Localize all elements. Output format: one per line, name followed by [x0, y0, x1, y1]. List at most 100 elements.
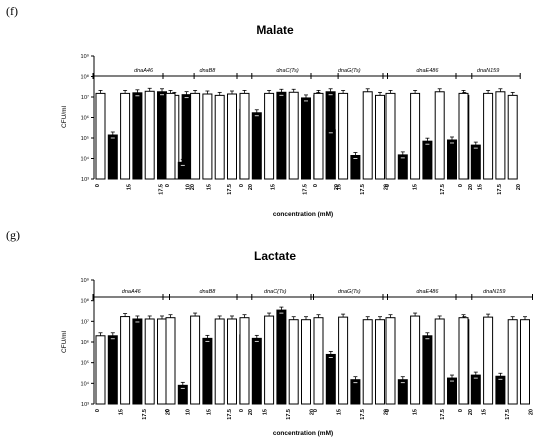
x-tick-label: 20 — [166, 409, 172, 415]
panel-letter-g: (g) — [6, 228, 20, 242]
x-tick-label: 20 — [248, 184, 254, 190]
strain-label: dnaB8 — [199, 289, 216, 295]
bar — [375, 319, 385, 405]
y-axis-label: CFU/ml — [61, 330, 68, 353]
bar — [470, 374, 481, 405]
bar — [362, 91, 373, 180]
bar — [202, 93, 213, 180]
x-tick-label: 15 — [413, 409, 419, 415]
x-tick-label: 20 — [334, 184, 340, 190]
bar — [214, 318, 225, 405]
x-tick-label: 20 — [468, 184, 474, 190]
bar-group-dnaC(Ts): dnaC(Ts) 0 15 17.5 20 — [236, 289, 316, 420]
bar — [470, 144, 481, 180]
bar — [177, 161, 188, 180]
bar — [264, 92, 275, 180]
x-tick-label: 0 — [165, 409, 171, 412]
x-tick-label: 10 — [186, 409, 192, 415]
x-tick-label: 0 — [239, 184, 245, 187]
bar — [458, 317, 469, 405]
y-tick-label: 10⁴ — [81, 380, 90, 387]
bar — [202, 337, 213, 405]
bar — [165, 92, 176, 180]
bar — [144, 318, 155, 405]
bar — [495, 91, 506, 180]
bar — [239, 317, 250, 405]
bar — [120, 316, 131, 405]
bar — [458, 92, 469, 180]
x-tick-label: 0 — [165, 184, 171, 187]
y-tick-label: 10⁵ — [81, 360, 89, 367]
x-tick-label: 20 — [384, 409, 390, 415]
x-tick-label: 20 — [384, 184, 390, 190]
x-tick-label: 0 — [239, 409, 245, 412]
y-tick-label: 10³ — [81, 402, 89, 408]
bar — [507, 94, 518, 180]
bar — [313, 92, 324, 180]
x-tick-label: 17.5 — [360, 409, 366, 420]
bar-group-dnaG(Ts): dnaG(Ts) 0 15 17.5 20 — [310, 68, 390, 195]
bar — [397, 154, 408, 180]
bar — [214, 94, 225, 180]
strain-label: dnaE486 — [416, 68, 439, 74]
x-tick-label: 17.5 — [286, 409, 292, 420]
bar — [422, 140, 433, 180]
bar — [227, 93, 237, 180]
strain-label: dnaE486 — [416, 289, 439, 295]
bar — [362, 319, 373, 405]
bar — [132, 318, 143, 405]
bar — [338, 92, 349, 180]
bar — [227, 318, 237, 405]
x-tick-label: 17.5 — [227, 409, 233, 420]
x-tick-label: 20 — [516, 184, 522, 190]
y-tick-label: 10⁹ — [81, 277, 89, 284]
bar — [301, 97, 311, 180]
bar — [410, 92, 421, 180]
bar — [520, 319, 530, 405]
x-tick-label: 20 — [310, 409, 316, 415]
x-tick-label: 17.5 — [440, 409, 446, 420]
bar — [350, 379, 361, 405]
bar — [313, 317, 324, 405]
bar — [190, 92, 201, 180]
x-tick-label: 15 — [206, 409, 212, 415]
x-tick-label: 15 — [337, 184, 343, 190]
x-axis-label: concentration (mM) — [273, 430, 333, 437]
x-tick-label: 15 — [119, 409, 125, 415]
x-tick-label: 20 — [190, 184, 196, 190]
y-tick-label: 10⁶ — [81, 339, 89, 346]
bar — [95, 335, 106, 405]
x-tick-label: 20 — [248, 409, 254, 415]
x-tick-label: 0 — [313, 184, 319, 187]
bar — [447, 139, 457, 180]
bar — [385, 317, 396, 405]
bar — [107, 335, 118, 405]
lactate-chart: Lactate 10³ 10⁴ 10⁵ 10⁶ 10⁷ 10⁸ 10⁹ CFU/ml concen… — [61, 249, 535, 437]
x-axis-label: concentration (mM) — [273, 211, 333, 218]
bar — [276, 91, 287, 180]
y-tick-label: 10⁸ — [81, 74, 89, 81]
panel-letter-f: (f) — [6, 4, 18, 18]
x-tick-label: 15 — [482, 409, 488, 415]
bar — [338, 316, 349, 405]
strain-label: dnaA46 — [122, 289, 142, 295]
bar — [132, 92, 143, 180]
x-tick-label: 17.5 — [227, 184, 233, 195]
bar — [422, 335, 433, 405]
bar — [276, 309, 287, 405]
x-tick-label: 0 — [458, 184, 464, 187]
y-tick-label: 10⁴ — [81, 156, 90, 163]
strain-label: dnaG(Ts) — [338, 68, 361, 74]
x-tick-label: 15 — [263, 409, 269, 415]
bar — [120, 92, 131, 180]
y-tick-label: 10⁷ — [81, 318, 89, 325]
bar — [144, 90, 155, 180]
x-tick-label: 17.5 — [497, 184, 503, 195]
x-tick-label: 17.5 — [360, 184, 366, 195]
bar — [157, 91, 167, 180]
bar — [447, 377, 457, 405]
bar-group-dnaA46: dnaA46 0 15 17.5 20 — [92, 289, 172, 420]
bar — [251, 112, 262, 180]
x-tick-label: 0 — [95, 184, 101, 187]
strain-label: dnaA46 — [134, 68, 154, 74]
